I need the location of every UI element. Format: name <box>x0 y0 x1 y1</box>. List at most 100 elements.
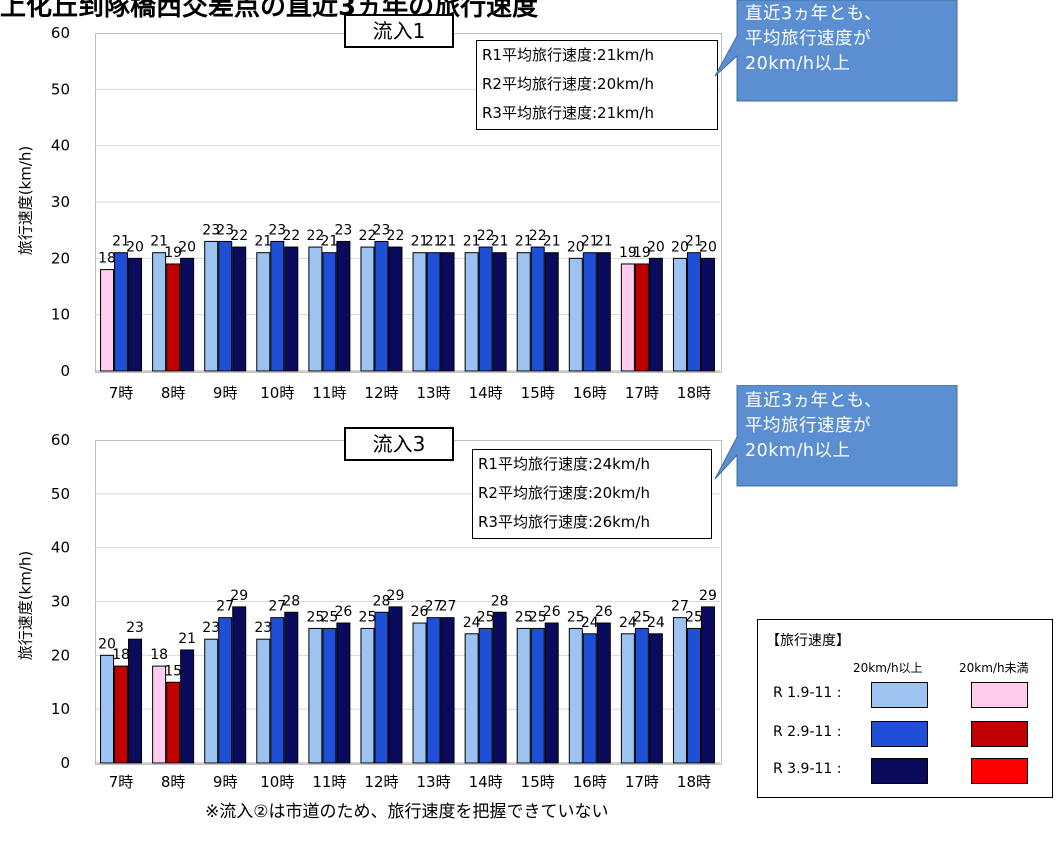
chart1-bar-r1 <box>256 252 271 372</box>
chart2-callout-line2: 平均旅行速度が <box>745 416 871 436</box>
chart2-data-label: 25 <box>567 609 585 625</box>
chart1-bar-r1 <box>620 263 635 372</box>
chart2-bar-r2 <box>218 617 233 764</box>
chart2-data-label: 25 <box>306 609 324 625</box>
legend-swatch-r3-ng <box>971 758 1028 784</box>
chart2-bar-r1 <box>308 627 323 764</box>
chart2-bar-r1 <box>204 638 219 764</box>
chart1-bar-r1 <box>412 252 427 372</box>
chart1-bar-r1 <box>152 252 167 372</box>
chart2-data-label: 26 <box>595 604 613 620</box>
chart1-avg-r1: R1平均旅行速度:21km/h <box>482 46 654 64</box>
chart2-bar-r2 <box>634 627 649 764</box>
chart1-data-label: 21 <box>581 234 599 250</box>
chart2-data-label: 29 <box>230 588 248 604</box>
chart1-bar-r2 <box>270 240 285 372</box>
chart2-bar-r3 <box>700 606 715 764</box>
chart1-x-tick-label: 12時 <box>364 384 398 402</box>
chart1-data-label: 22 <box>282 228 300 244</box>
chart2-data-label: 24 <box>647 615 665 631</box>
chart1-data-label: 22 <box>359 228 377 244</box>
chart1-bar-r1 <box>464 252 479 372</box>
chart1-data-label: 21 <box>491 234 509 250</box>
legend-title: 【旅行速度】 <box>766 633 850 649</box>
chart1-callout-line1: 直近3ヵ年とも、 <box>745 4 883 24</box>
chart1-data-label: 19 <box>164 245 182 261</box>
chart2-data-label: 24 <box>581 615 599 631</box>
chart2-bar-r3 <box>284 611 299 764</box>
chart2-x-tick-label: 18時 <box>677 773 711 791</box>
chart1-data-label: 22 <box>387 228 405 244</box>
chart2-bar-r2 <box>582 633 597 764</box>
chart2-bar-r1 <box>568 627 583 764</box>
chart1-bar-r3 <box>648 257 663 372</box>
chart2-data-label: 20 <box>98 636 116 652</box>
chart1-y-tick-label: 20 <box>51 249 70 267</box>
chart1-bar-r2 <box>634 263 649 372</box>
chart1-x-tick-label: 17時 <box>625 384 659 402</box>
chart2-bar-r1 <box>672 617 687 764</box>
chart1-bar-r3 <box>284 246 299 372</box>
footnote: ※流入②は市道のため、旅行速度を把握できていない <box>205 802 609 822</box>
chart1-bar-r3 <box>180 257 195 372</box>
chart2-data-label: 27 <box>425 599 443 615</box>
chart1-x-tick-label: 10時 <box>260 384 294 402</box>
chart2-callout-line1: 直近3ヵ年とも、 <box>745 391 883 411</box>
chart2-bar-r1 <box>152 665 167 764</box>
chart1-bar-r1 <box>568 257 583 372</box>
chart2-x-tick-label: 17時 <box>625 773 659 791</box>
chart2-data-label: 27 <box>439 599 457 615</box>
chart1-data-label: 23 <box>373 222 391 238</box>
chart1-y-tick-label: 30 <box>51 193 70 211</box>
chart2-bar-r3 <box>128 638 143 764</box>
chart1-x-tick-label: 15時 <box>521 384 555 402</box>
chart1-data-label: 22 <box>477 228 495 244</box>
chart2-bar-r2 <box>374 611 389 764</box>
chart1-data-label: 21 <box>150 234 168 250</box>
chart2-data-label: 25 <box>359 609 377 625</box>
chart1-bar-r1 <box>204 240 219 372</box>
chart1-bar-r2 <box>478 246 493 372</box>
chart1-data-label: 20 <box>567 239 585 255</box>
chart1-callout-line3: 20km/h以上 <box>745 54 851 74</box>
chart1-bar-r2 <box>530 246 545 372</box>
chart2-x-tick-label: 10時 <box>260 773 294 791</box>
chart2-bar-r2 <box>166 681 181 764</box>
chart2-y-tick-label: 20 <box>51 646 70 664</box>
chart1-data-label: 19 <box>619 245 637 261</box>
chart1-data-label: 22 <box>230 228 248 244</box>
chart1-data-label: 21 <box>685 234 703 250</box>
chart1-bar-r1 <box>516 252 531 372</box>
chart2-x-tick-label: 13時 <box>416 773 450 791</box>
chart1-data-label: 21 <box>543 234 561 250</box>
chart2-data-label: 18 <box>150 647 168 663</box>
chart2-x-tick-label: 14時 <box>469 773 503 791</box>
chart1-title: 流入1 <box>344 14 454 48</box>
chart2-y-tick-label: 50 <box>51 485 70 503</box>
chart2-bar-r3 <box>440 617 455 764</box>
chart2-data-label: 29 <box>699 588 717 604</box>
chart1-bar-r3 <box>336 240 351 372</box>
chart2-bar-r3 <box>180 649 195 764</box>
legend-header-ok: 20km/h以上 <box>853 661 923 675</box>
chart2-bar-r1 <box>100 654 115 764</box>
chart1-y-tick-label: 60 <box>51 24 70 42</box>
chart2-y-tick-label: 40 <box>51 539 70 557</box>
chart1-x-tick-label: 11時 <box>312 384 346 402</box>
chart2-bar-r3 <box>596 622 611 764</box>
chart2-data-label: 23 <box>202 620 220 636</box>
legend-label-r1: R 1.9-11 : <box>773 685 842 701</box>
chart1-x-tick-label: 13時 <box>416 384 450 402</box>
chart1-x-tick-label: 16時 <box>573 384 607 402</box>
chart2-data-label: 28 <box>491 593 509 609</box>
chart2-avg-r3: R3平均旅行速度:26km/h <box>478 513 650 531</box>
chart2-callout-shape <box>714 385 958 487</box>
chart1-data-label: 20 <box>699 239 717 255</box>
chart1-y-tick-label: 0 <box>60 362 70 380</box>
chart1-x-tick-label: 8時 <box>161 384 186 402</box>
chart1-bar-r2 <box>322 252 337 372</box>
chart1-data-label: 20 <box>126 239 144 255</box>
chart1-y-tick-label: 50 <box>51 80 70 98</box>
legend-header-ng: 20km/h未満 <box>959 661 1029 675</box>
